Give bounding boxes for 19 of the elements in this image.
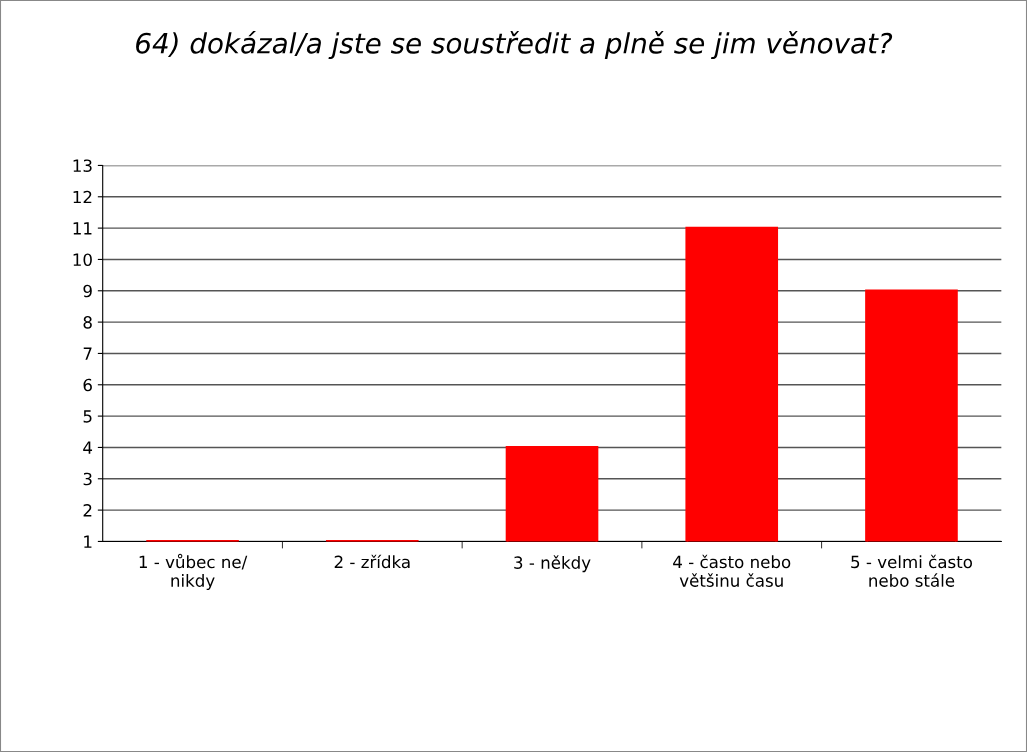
- x-tick-label: 5 - velmi často nebo stále: [851, 554, 973, 587]
- chart-title: 64) dokázal/a jste se soustředit a plně se jim věnovat?: [136, 31, 893, 60]
- y-tick-label: 6: [83, 378, 92, 392]
- x-tick-label: 2 - zřídka: [334, 554, 410, 569]
- y-tick-label: 3: [83, 472, 92, 486]
- y-tick-label: 4: [83, 441, 93, 454]
- x-tick-label: 1 - vůbec ne/ nikdy: [139, 553, 248, 591]
- x-tick-label: 3 - někdy: [514, 555, 591, 573]
- y-tick-label: 1: [84, 535, 92, 548]
- x-tick-label: 4 - často nebo většinu času: [673, 554, 791, 587]
- y-tick-label: 9: [83, 284, 92, 298]
- y-tick-label: 5: [83, 410, 92, 423]
- y-tick-label: 8: [83, 316, 92, 329]
- y-tick-label: 2: [83, 504, 92, 517]
- y-tick-label: 12: [73, 190, 92, 204]
- y-tick-label: 13: [73, 159, 92, 173]
- y-tick-label: 7: [83, 347, 92, 360]
- y-tick-label: 11: [73, 222, 92, 235]
- y-tick-label: 10: [73, 253, 92, 267]
